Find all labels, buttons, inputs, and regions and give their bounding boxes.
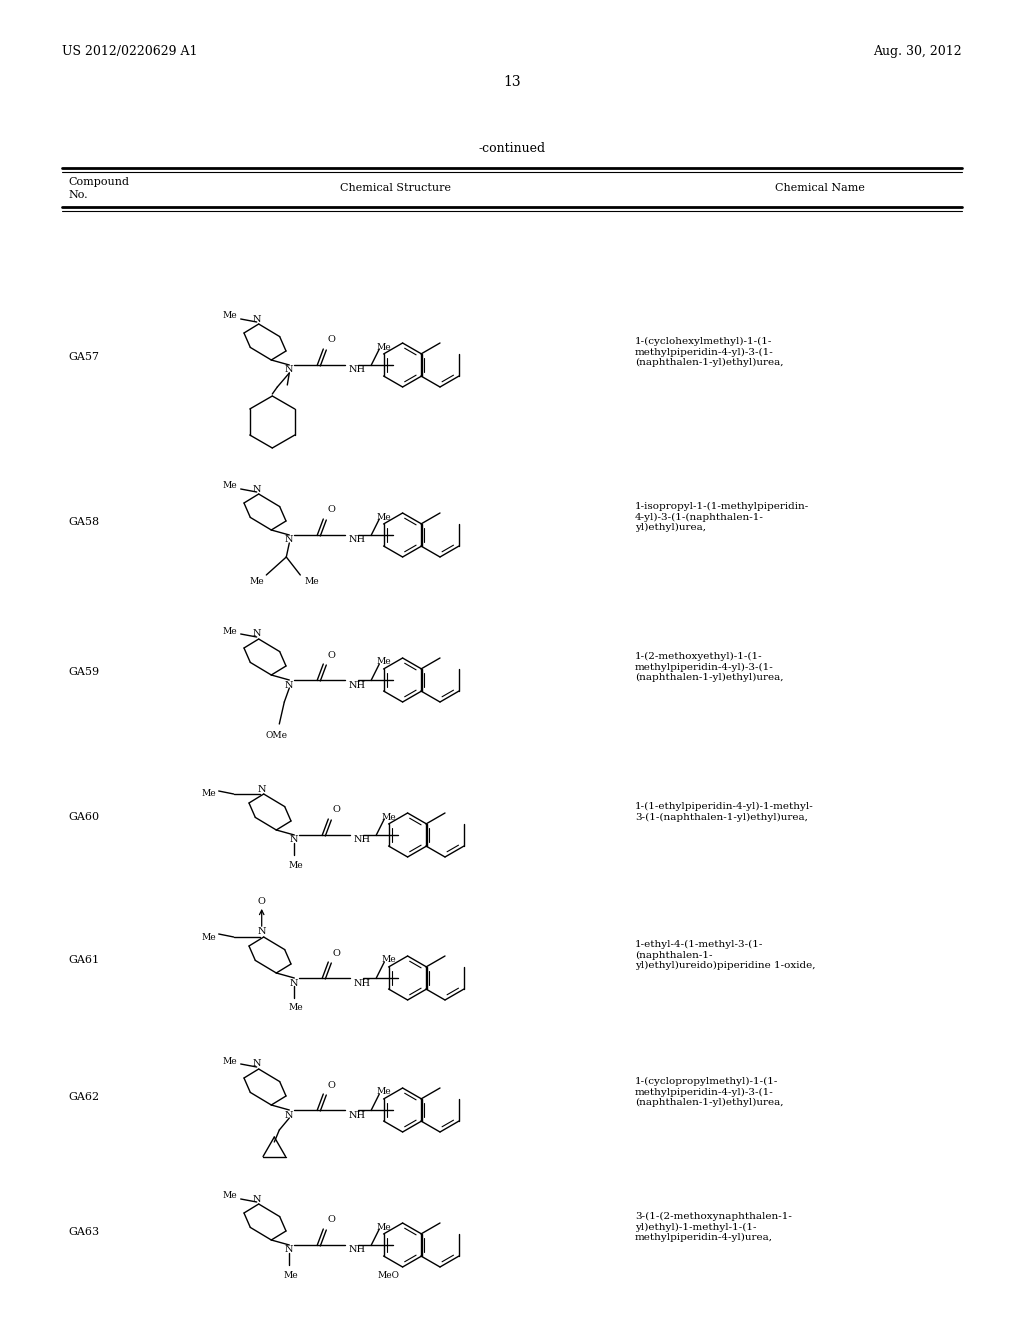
Text: Me: Me	[289, 861, 303, 870]
Text: O: O	[328, 506, 335, 515]
Text: Me: Me	[376, 512, 391, 521]
Text: NH: NH	[348, 1110, 366, 1119]
Text: 1-(1-ethylpiperidin-4-yl)-1-methyl-
3-(1-(naphthalen-1-yl)ethyl)urea,: 1-(1-ethylpiperidin-4-yl)-1-methyl- 3-(1…	[635, 803, 814, 822]
Text: Me: Me	[376, 657, 391, 667]
Text: GA62: GA62	[68, 1092, 99, 1102]
Text: GA60: GA60	[68, 812, 99, 822]
Text: N: N	[257, 928, 266, 936]
Text: 13: 13	[503, 75, 521, 88]
Text: NH: NH	[348, 1246, 366, 1254]
Text: N: N	[253, 630, 261, 639]
Text: Me: Me	[250, 578, 264, 586]
Text: -continued: -continued	[478, 141, 546, 154]
Text: N: N	[253, 1060, 261, 1068]
Text: Me: Me	[222, 482, 237, 491]
Text: GA61: GA61	[68, 954, 99, 965]
Text: MeO: MeO	[377, 1270, 399, 1279]
Text: N: N	[285, 536, 294, 544]
Text: Chemical Structure: Chemical Structure	[340, 183, 451, 193]
Text: Me: Me	[381, 813, 396, 821]
Text: N: N	[285, 1110, 294, 1119]
Text: N: N	[285, 1246, 294, 1254]
Text: Me: Me	[222, 312, 237, 321]
Text: Me: Me	[222, 627, 237, 635]
Text: NH: NH	[353, 978, 371, 987]
Text: N: N	[285, 681, 294, 689]
Text: Aug. 30, 2012: Aug. 30, 2012	[873, 45, 962, 58]
Text: O: O	[258, 896, 265, 906]
Text: N: N	[290, 978, 299, 987]
Text: Chemical Name: Chemical Name	[775, 183, 865, 193]
Text: O: O	[328, 335, 335, 345]
Text: US 2012/0220629 A1: US 2012/0220629 A1	[62, 45, 198, 58]
Text: 1-(cyclopropylmethyl)-1-(1-
methylpiperidin-4-yl)-3-(1-
(naphthalen-1-yl)ethyl)u: 1-(cyclopropylmethyl)-1-(1- methylpiperi…	[635, 1077, 783, 1107]
Text: Me: Me	[201, 932, 216, 941]
Text: O: O	[328, 1081, 335, 1089]
Text: Me: Me	[376, 342, 391, 351]
Text: 1-(2-methoxyethyl)-1-(1-
methylpiperidin-4-yl)-3-(1-
(naphthalen-1-yl)ethyl)urea: 1-(2-methoxyethyl)-1-(1- methylpiperidin…	[635, 652, 783, 682]
Text: Me: Me	[222, 1056, 237, 1065]
Text: NH: NH	[353, 836, 371, 845]
Text: Me: Me	[284, 1270, 299, 1279]
Text: Me: Me	[222, 1192, 237, 1200]
Text: Compound: Compound	[68, 177, 129, 187]
Text: N: N	[253, 484, 261, 494]
Text: GA58: GA58	[68, 517, 99, 527]
Text: N: N	[253, 314, 261, 323]
Text: 3-(1-(2-methoxynaphthalen-1-
yl)ethyl)-1-methyl-1-(1-
methylpiperidin-4-yl)urea,: 3-(1-(2-methoxynaphthalen-1- yl)ethyl)-1…	[635, 1212, 792, 1242]
Text: No.: No.	[68, 190, 88, 201]
Text: OMe: OMe	[265, 731, 288, 741]
Text: Me: Me	[289, 1003, 303, 1012]
Text: GA63: GA63	[68, 1228, 99, 1237]
Text: NH: NH	[348, 681, 366, 689]
Text: N: N	[257, 784, 266, 793]
Text: O: O	[328, 651, 335, 660]
Text: NH: NH	[348, 536, 366, 544]
Text: N: N	[285, 366, 294, 375]
Text: N: N	[253, 1195, 261, 1204]
Text: 1-isopropyl-1-(1-methylpiperidin-
4-yl)-3-(1-(naphthalen-1-
yl)ethyl)urea,: 1-isopropyl-1-(1-methylpiperidin- 4-yl)-…	[635, 502, 809, 532]
Text: O: O	[328, 1216, 335, 1225]
Text: N: N	[290, 836, 299, 845]
Text: O: O	[333, 949, 340, 957]
Text: GA57: GA57	[68, 352, 99, 362]
Text: NH: NH	[348, 366, 366, 375]
Text: Me: Me	[376, 1222, 391, 1232]
Text: Me: Me	[381, 956, 396, 965]
Text: Me: Me	[201, 789, 216, 799]
Text: Me: Me	[376, 1088, 391, 1097]
Text: 1-ethyl-4-(1-methyl-3-(1-
(naphthalen-1-
yl)ethyl)ureido)piperidine 1-oxide,: 1-ethyl-4-(1-methyl-3-(1- (naphthalen-1-…	[635, 940, 815, 970]
Text: Me: Me	[304, 578, 318, 586]
Text: 1-(cyclohexylmethyl)-1-(1-
methylpiperidin-4-yl)-3-(1-
(naphthalen-1-yl)ethyl)ur: 1-(cyclohexylmethyl)-1-(1- methylpiperid…	[635, 337, 783, 367]
Text: GA59: GA59	[68, 667, 99, 677]
Text: O: O	[333, 805, 340, 814]
